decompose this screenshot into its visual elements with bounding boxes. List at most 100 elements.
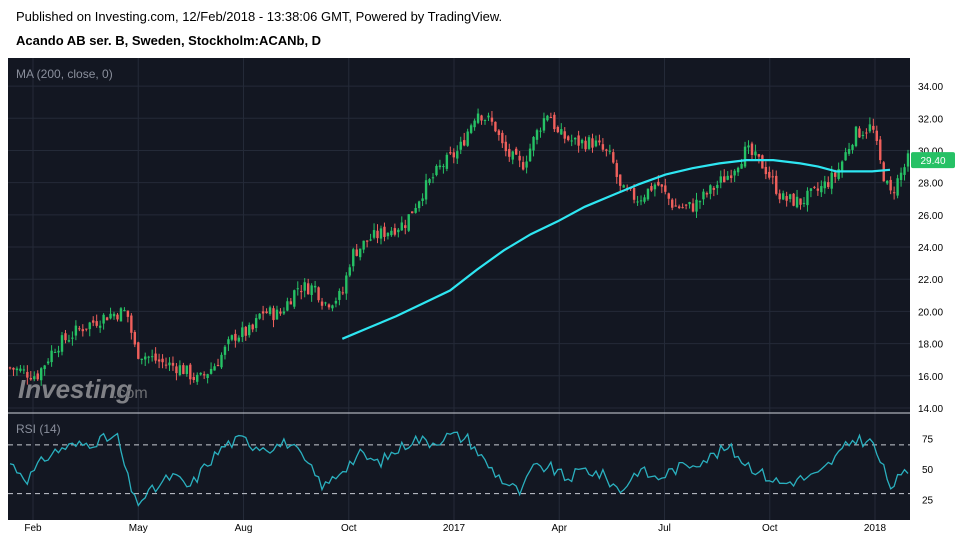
candle-body	[560, 129, 563, 135]
candle-body	[892, 192, 896, 194]
candle-body	[591, 138, 594, 148]
candle-body	[691, 203, 695, 212]
candle-body	[650, 186, 653, 191]
candle-body	[150, 356, 154, 358]
price-tick-label: 16.00	[918, 372, 943, 383]
candle-body	[750, 143, 754, 155]
candle-body	[178, 365, 182, 376]
candle-body	[265, 311, 268, 314]
candle-body	[726, 175, 729, 180]
price-tick-label: 22.00	[918, 275, 943, 286]
plot-background	[8, 58, 910, 520]
candle-body	[795, 196, 799, 208]
candle-body	[33, 376, 36, 380]
candle-body	[71, 337, 74, 339]
candle-body	[840, 161, 844, 172]
candle-body	[729, 175, 733, 179]
candle-body	[657, 181, 660, 186]
candle-body	[872, 125, 875, 130]
candle-body	[216, 364, 220, 367]
candle-body	[334, 300, 338, 304]
candle-body	[539, 130, 542, 132]
candle-body	[719, 176, 722, 183]
candle-body	[144, 356, 147, 360]
candle-body	[261, 311, 265, 314]
investing-logo: Investing .com	[18, 374, 148, 404]
candle-body	[154, 353, 157, 361]
candle-body	[785, 196, 788, 201]
candle-body	[705, 193, 709, 195]
candle-body	[671, 199, 674, 208]
candle-body	[60, 335, 64, 352]
candle-body	[587, 137, 591, 149]
candle-body	[12, 367, 15, 370]
candle-body	[716, 184, 719, 189]
candle-body	[133, 332, 137, 345]
candle-body	[202, 374, 206, 376]
candle-body	[605, 149, 608, 151]
candle-body	[78, 328, 81, 330]
candle-body	[421, 198, 424, 202]
candle-body	[778, 193, 781, 200]
candles-layer	[8, 108, 910, 386]
candle-body	[29, 377, 33, 380]
candle-body	[809, 188, 813, 191]
price-tick-label: 30.00	[918, 146, 943, 157]
candle-body	[820, 186, 823, 193]
candle-body	[619, 174, 622, 186]
candle-body	[390, 230, 393, 236]
candle-body	[345, 275, 348, 294]
candle-body	[684, 204, 688, 206]
candle-body	[8, 367, 12, 369]
candle-body	[452, 152, 455, 158]
candle-body	[303, 282, 306, 291]
candle-body	[875, 130, 878, 141]
candle-body	[286, 301, 289, 311]
candle-body	[95, 321, 98, 326]
candle-body	[764, 166, 768, 175]
candle-body	[508, 148, 511, 157]
candle-body	[189, 364, 192, 380]
candle-body	[674, 205, 677, 207]
rsi-tick-label: 75	[922, 435, 934, 446]
candle-body	[906, 153, 910, 167]
candle-body	[646, 188, 650, 200]
candle-body	[858, 128, 861, 138]
candle-body	[306, 283, 310, 295]
candle-body	[116, 314, 119, 320]
candle-body	[57, 350, 60, 353]
candle-body	[22, 369, 26, 371]
logo-suffix: .com	[113, 385, 148, 402]
candle-body	[196, 374, 199, 382]
candle-body	[237, 337, 241, 342]
candle-body	[112, 313, 116, 317]
candle-body	[483, 119, 487, 121]
candle-body	[223, 346, 227, 355]
time-tick-label: 2017	[443, 523, 466, 534]
candle-body	[889, 179, 892, 191]
candle-body	[293, 290, 296, 307]
logo-brand: Investing	[18, 374, 132, 404]
candle-body	[417, 201, 421, 209]
candle-body	[157, 359, 161, 362]
candle-body	[535, 130, 539, 140]
candle-body	[26, 371, 29, 378]
candle-body	[702, 191, 705, 200]
candle-body	[53, 351, 57, 353]
candle-body	[573, 137, 577, 140]
axis-layer: 14.00 16.00 18.00 20.00 22.00 24.00 26.00 28.00…	[24, 82, 955, 534]
price-tick-label: 14.00	[918, 404, 943, 415]
chart-title: Acando AB ser. B, Sweden, Stockholm:ACAN…	[16, 33, 322, 48]
candle-body	[268, 307, 272, 314]
candle-body	[567, 136, 570, 141]
candle-body	[98, 325, 102, 328]
rsi-tick-label: 25	[922, 496, 934, 507]
moving-average-layer	[341, 159, 891, 340]
grid-layer	[8, 58, 910, 520]
candle-body	[463, 140, 466, 146]
candle-body	[376, 230, 379, 239]
candle-body	[903, 167, 906, 175]
candle-body	[130, 315, 133, 333]
price-tick-label: 26.00	[918, 211, 943, 222]
